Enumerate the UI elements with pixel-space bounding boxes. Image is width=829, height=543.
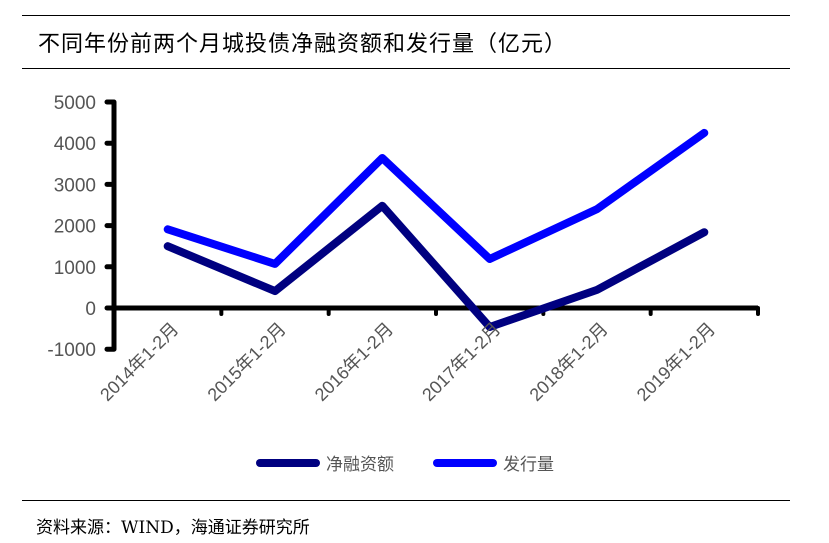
- series-line: [163, 201, 709, 331]
- y-tick-label: 3000: [54, 175, 96, 196]
- x-tick-label: 2019年1-2月: [633, 319, 719, 405]
- bottom-rule: [22, 500, 790, 501]
- y-axis: 5000 4000 3000 2000 1000 0 -1000: [47, 93, 117, 361]
- x-tick-label: 2014年1-2月: [96, 319, 182, 405]
- series-lines: [163, 128, 709, 331]
- source-note: 资料来源：WIND，海通证券研究所: [36, 518, 310, 538]
- x-tick-label: 2017年1-2月: [418, 319, 504, 405]
- y-tick-label: 1000: [54, 258, 96, 279]
- legend-item-net-financing: 净融资额: [256, 450, 394, 475]
- legend-label: 发行量: [503, 455, 554, 475]
- chart-title: 不同年份前两个月城投债净融资额和发行量（亿元）: [38, 32, 568, 57]
- title-underline: [22, 68, 790, 69]
- chart-legend: 净融资额 发行量: [0, 450, 829, 480]
- top-rule: [22, 15, 790, 16]
- series-line: [163, 128, 709, 268]
- legend-item-issuance: 发行量: [433, 450, 554, 475]
- legend-swatch-net-financing: [256, 458, 320, 467]
- y-tick-label: 4000: [54, 134, 96, 155]
- x-tick-label: 2015年1-2月: [204, 319, 290, 405]
- line-chart: 5000 4000 3000 2000 1000 0 -1000 2014年1-2月 2015…: [47, 93, 760, 405]
- y-tick-label: -1000: [47, 340, 96, 361]
- x-axis-labels: 2014年1-2月 2015年1-2月 2016年1-2月 2017年1-2月 2018…: [96, 319, 719, 405]
- y-tick-label: 5000: [54, 93, 96, 114]
- x-tick-label: 2016年1-2月: [311, 319, 397, 405]
- x-axis: [112, 305, 760, 316]
- legend-label: 净融资额: [326, 455, 394, 475]
- y-tick-label: 2000: [54, 217, 96, 238]
- x-tick-label: 2018年1-2月: [526, 319, 612, 405]
- legend-swatch-issuance: [433, 458, 497, 467]
- y-tick-label: 0: [85, 299, 96, 320]
